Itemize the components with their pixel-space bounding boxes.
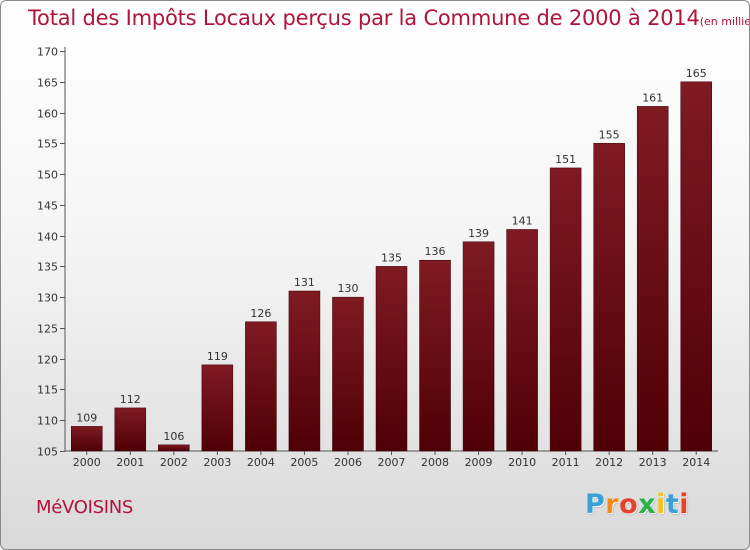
bar-value-label: 161 (642, 91, 663, 104)
x-tick-label: 2014 (682, 456, 710, 469)
bar (288, 290, 321, 452)
y-tick-label: 165 (37, 77, 58, 90)
bar-value-label: 131 (294, 276, 315, 289)
bar (549, 167, 582, 452)
bar-value-label: 126 (250, 307, 271, 320)
bar-value-label: 141 (512, 214, 533, 227)
chart-title-text: Total des Impôts Locaux perçus par la Co… (28, 6, 700, 30)
bar-value-label: 106 (163, 430, 184, 443)
proxiti-logo: Proxiti (585, 489, 689, 520)
x-tick-label: 2011 (552, 456, 580, 469)
y-tick-label: 110 (37, 415, 58, 428)
bar (419, 259, 451, 452)
chart-title-unit: (en milliers d'€) (699, 15, 750, 28)
x-tick-label: 2005 (290, 456, 318, 469)
bar-value-label: 139 (468, 227, 489, 240)
bar-value-label: 135 (381, 251, 402, 264)
logo-letter: P (585, 489, 606, 520)
y-tick-label: 140 (37, 231, 58, 244)
y-tick-label: 105 (37, 446, 58, 459)
bar (71, 426, 103, 452)
bar-value-label: 136 (425, 245, 446, 258)
x-tick-label: 2012 (595, 456, 623, 469)
x-tick-label: 2010 (508, 456, 536, 469)
x-tick-label: 2009 (465, 456, 493, 469)
bar (114, 407, 147, 452)
bar (680, 81, 712, 452)
bar (158, 444, 190, 452)
bar (462, 241, 495, 452)
x-tick-label: 2007 (378, 456, 406, 469)
x-tick-label: 2004 (247, 456, 275, 469)
logo-letter: x (638, 489, 657, 520)
logo-letter: t (665, 489, 680, 520)
bar-value-label: 109 (76, 411, 97, 424)
bar-value-label: 151 (555, 153, 576, 166)
x-tick-label: 2001 (116, 456, 144, 469)
x-tick-label: 2002 (160, 456, 188, 469)
bar (375, 266, 408, 452)
y-tick-label: 135 (37, 261, 58, 274)
y-tick-label: 160 (37, 108, 58, 121)
logo-letter: i (679, 489, 690, 520)
bar-value-label: 130 (337, 282, 358, 295)
y-tick-label: 115 (37, 384, 58, 397)
bar-value-label: 112 (120, 393, 141, 406)
bar (201, 364, 234, 452)
y-tick-label: 170 (37, 46, 58, 59)
bar (245, 321, 277, 452)
chart-title: Total des Impôts Locaux perçus par la Co… (28, 6, 750, 30)
y-tick-label: 155 (37, 138, 58, 151)
y-tick-label: 130 (37, 292, 58, 305)
bar-value-label: 155 (599, 128, 620, 141)
commune-name: MéVOISINS (36, 497, 134, 518)
bar (593, 143, 625, 452)
y-tick-label: 125 (37, 323, 58, 336)
logo-letter: i (656, 489, 666, 520)
bar-value-label: 165 (686, 67, 707, 80)
bar (636, 106, 669, 452)
y-tick-label: 145 (37, 200, 58, 213)
x-tick-label: 2013 (639, 456, 667, 469)
x-tick-label: 2003 (203, 456, 231, 469)
bar (332, 296, 364, 452)
bar-value-label: 119 (207, 350, 228, 363)
x-tick-label: 2008 (421, 456, 449, 469)
logo-letter: o (619, 489, 639, 520)
logo-letter: r (605, 489, 620, 520)
bar (506, 229, 538, 452)
x-tick-label: 2000 (73, 456, 101, 469)
x-tick-label: 2006 (334, 456, 362, 469)
y-tick-label: 120 (37, 354, 58, 367)
y-tick-label: 150 (37, 169, 58, 182)
